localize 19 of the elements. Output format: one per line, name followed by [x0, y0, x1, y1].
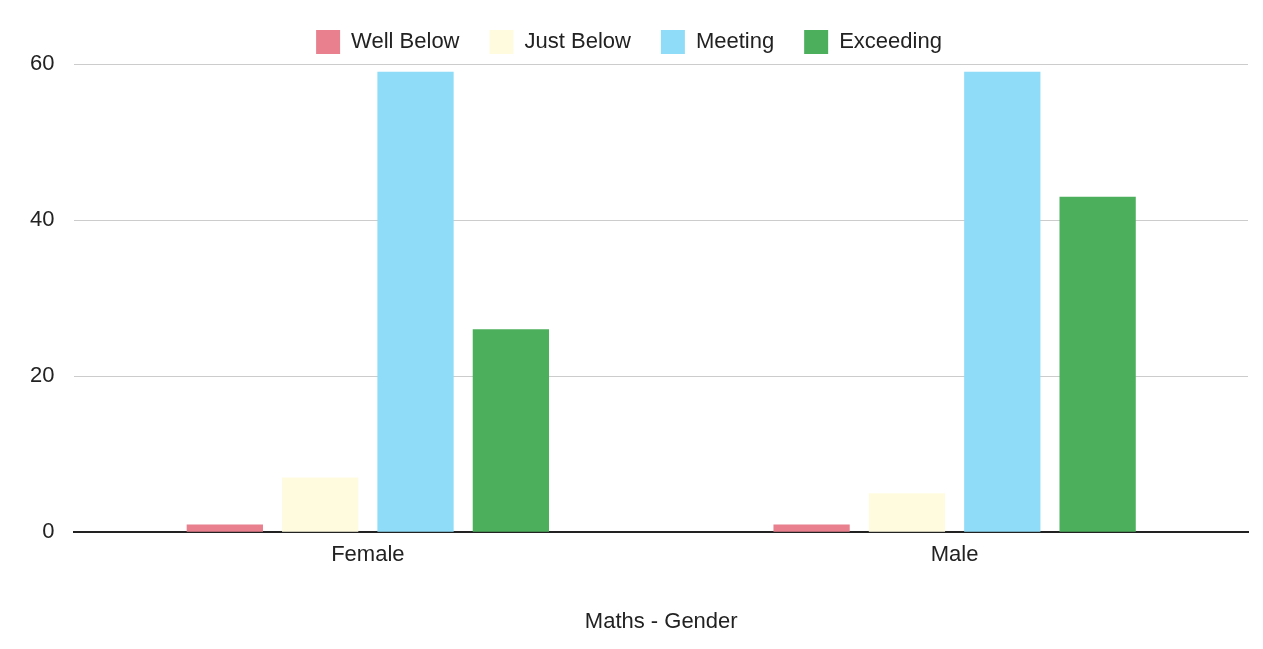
- legend-label: Well Below: [351, 28, 460, 54]
- x-axis-title: Maths - Gender: [584, 607, 738, 633]
- bar: [1059, 196, 1136, 532]
- bar: [377, 71, 454, 532]
- y-tick-label: 40: [29, 206, 55, 232]
- legend-label: Exceeding: [839, 28, 942, 54]
- bar: [186, 524, 263, 532]
- bar: [282, 477, 359, 532]
- legend-label: Meeting: [695, 28, 775, 54]
- x-tick-label: Female: [331, 541, 405, 567]
- bar: [472, 329, 550, 532]
- bar: [773, 524, 850, 532]
- bar: [964, 71, 1041, 532]
- legend-label: Just Below: [524, 28, 631, 54]
- y-tick-label: 20: [29, 362, 55, 388]
- y-tick-label: 60: [29, 50, 55, 76]
- bar: [868, 493, 946, 532]
- x-tick-label: Male: [930, 541, 979, 567]
- y-tick-label: 0: [42, 518, 55, 544]
